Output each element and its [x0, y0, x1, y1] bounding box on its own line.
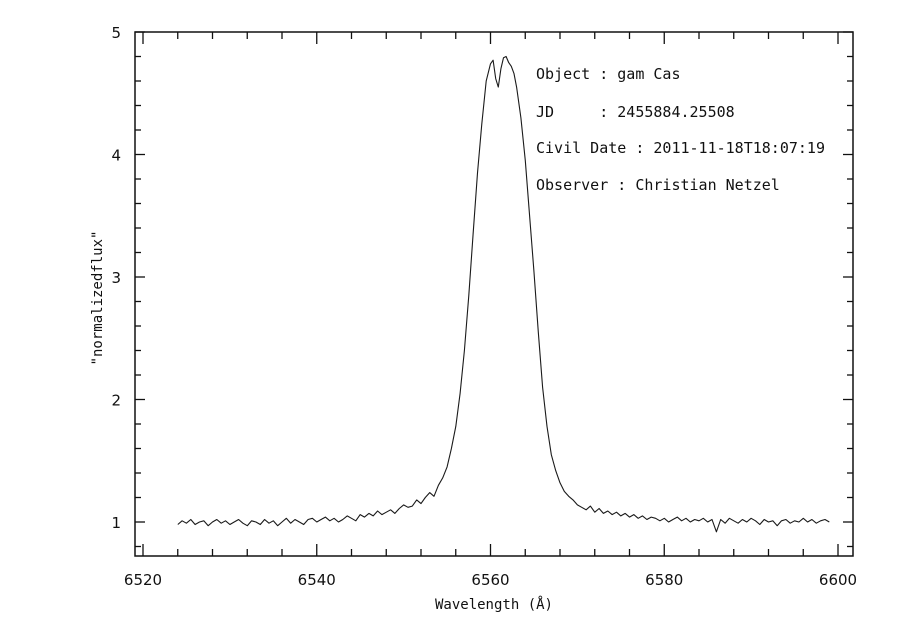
- axis-ticks: [135, 31, 853, 556]
- spectrum-line: [177, 55, 830, 533]
- annotation-object: Object : gam Cas: [536, 65, 681, 83]
- annotation-jd: JD : 2455884.25508: [536, 103, 735, 121]
- y-tick-label: 4: [111, 147, 121, 165]
- y-tick-label: 5: [111, 24, 121, 42]
- x-tick-label: 6540: [298, 571, 336, 589]
- x-tick-label: 6600: [819, 571, 857, 589]
- annotation-civil-date: Civil Date : 2011-11-18T18:07:19: [536, 139, 825, 157]
- y-tick-label: 2: [111, 392, 121, 410]
- x-tick-label: 6560: [471, 571, 509, 589]
- axis-tick-labels: 6520 6540 6560 6580 6600 1 2 3 4 5: [111, 24, 857, 589]
- x-axis-title: Wavelength (Å): [435, 596, 553, 613]
- plot-frame: [134, 31, 854, 557]
- x-tick-label: 6580: [645, 571, 683, 589]
- y-axis-title: "normalizedflux": [90, 231, 106, 366]
- y-tick-label: 3: [111, 269, 121, 287]
- annotation-block: Object : gam Cas JD : 2455884.25508 Civi…: [536, 65, 825, 194]
- x-tick-label: 6520: [124, 571, 162, 589]
- annotation-observer: Observer : Christian Netzel: [536, 176, 780, 194]
- y-tick-label: 1: [111, 514, 121, 532]
